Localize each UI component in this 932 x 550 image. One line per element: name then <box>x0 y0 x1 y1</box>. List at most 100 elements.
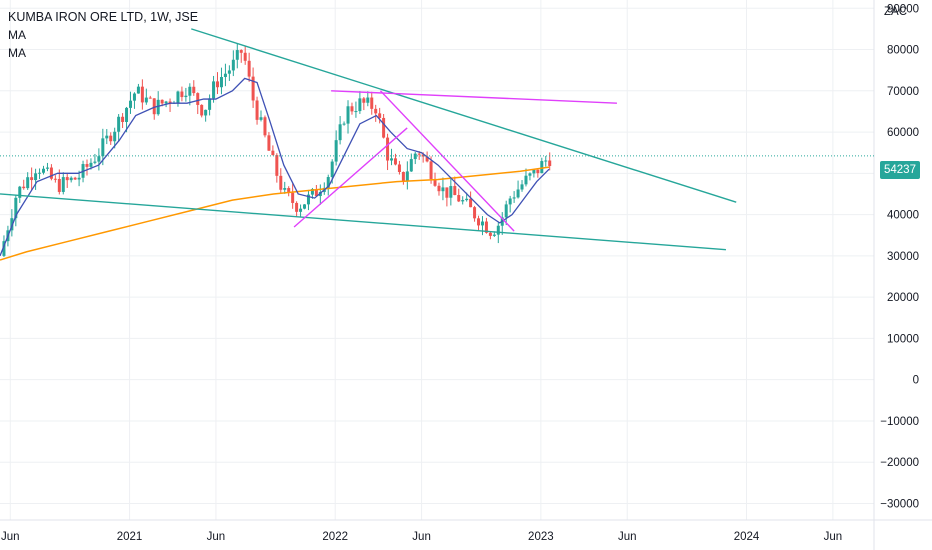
candle-body <box>216 81 219 87</box>
currency-unit: ZAC <box>884 6 907 18</box>
candle-body <box>74 178 77 180</box>
candle-body <box>295 203 298 212</box>
y-tick-label: 10000 <box>887 333 919 345</box>
y-tick-label: 60000 <box>887 127 919 139</box>
trendline <box>0 194 726 250</box>
candle-body <box>26 177 29 188</box>
x-tick-label: Jun <box>412 531 431 543</box>
candle-body <box>54 179 57 180</box>
candle-body <box>228 70 231 73</box>
candle-body <box>339 124 342 140</box>
candle-body <box>524 176 527 185</box>
candle-body <box>22 187 25 188</box>
candle-body <box>38 173 41 174</box>
candle-body <box>343 124 346 125</box>
candle-body <box>188 87 191 96</box>
candle-body <box>406 171 409 181</box>
candle-body <box>370 98 373 109</box>
candle-body <box>125 108 128 122</box>
candle-body <box>441 187 444 191</box>
candle-body <box>303 204 306 208</box>
y-tick-label: 70000 <box>887 86 919 98</box>
candle-body <box>347 106 350 123</box>
candle-body <box>244 53 247 61</box>
candle-body <box>176 92 179 103</box>
x-tick-label: 2023 <box>528 531 554 543</box>
candle-body <box>418 154 421 155</box>
symbol-title[interactable]: KUMBA IRON ORE LTD, 1W, JSE <box>8 8 198 26</box>
candle-body <box>335 140 338 161</box>
trendline <box>380 91 514 231</box>
candle-body <box>394 158 397 164</box>
candle-body <box>260 117 263 120</box>
candle-body <box>398 164 401 172</box>
candle-body <box>240 50 243 53</box>
candle-body <box>121 117 124 122</box>
candle-body <box>497 226 500 235</box>
candle-body <box>536 170 539 173</box>
candle-body <box>204 110 207 116</box>
candle-body <box>137 87 140 94</box>
candle-body <box>149 98 152 99</box>
candle-body <box>473 207 476 218</box>
y-tick-label: −10000 <box>880 416 919 428</box>
x-tick-label: Jun <box>618 531 637 543</box>
candle-body <box>50 168 53 179</box>
candle-body <box>34 173 37 180</box>
candle-body <box>66 177 69 180</box>
candle-body <box>256 100 259 119</box>
candle-body <box>30 177 33 180</box>
candle-body <box>528 173 531 175</box>
candle-body <box>449 186 452 198</box>
candle-body <box>386 138 389 161</box>
candle-body <box>382 118 385 138</box>
y-tick-label: 30000 <box>887 251 919 263</box>
candle-body <box>117 117 120 132</box>
candle-body <box>263 117 266 135</box>
candle-body <box>97 156 100 161</box>
candle-body <box>291 193 294 203</box>
candle-body <box>248 61 251 77</box>
candle-body <box>509 198 512 204</box>
candle-body <box>192 87 195 93</box>
candle-body <box>414 154 417 159</box>
candle-body <box>232 60 235 71</box>
candle-body <box>283 188 286 190</box>
candle-body <box>410 159 413 171</box>
candle-body <box>358 98 361 111</box>
candle-body <box>180 92 183 98</box>
candle-body <box>70 178 73 180</box>
candle-body <box>184 96 187 97</box>
ma-indicator-label-2[interactable]: MA <box>8 44 198 62</box>
y-tick-label: 0 <box>913 375 919 387</box>
candle-body <box>86 164 89 167</box>
candle-body <box>93 162 96 163</box>
candle-body <box>58 179 61 192</box>
x-tick-label: Jun <box>207 531 226 543</box>
last-price-tag: 54237 <box>880 161 920 179</box>
candle-body <box>532 170 535 174</box>
candle-body <box>437 186 440 191</box>
candle-body <box>212 81 215 98</box>
candle-body <box>362 98 365 102</box>
candle-body <box>196 93 199 105</box>
candle-body <box>208 98 211 109</box>
y-tick-label: 80000 <box>887 45 919 57</box>
candle-body <box>517 189 520 197</box>
candle-body <box>113 132 116 142</box>
candle-body <box>489 233 492 236</box>
candle-body <box>521 184 524 189</box>
ma-indicator-label[interactable]: MA <box>8 26 198 44</box>
candle-body <box>465 199 468 200</box>
candle-body <box>469 199 472 207</box>
candle-body <box>271 151 274 155</box>
candle-body <box>354 111 357 112</box>
y-tick-label: 20000 <box>887 292 919 304</box>
candle-body <box>402 172 405 181</box>
x-tick-label: 2024 <box>734 531 760 543</box>
trendline <box>331 91 617 103</box>
candle-body <box>220 77 223 87</box>
candle-body <box>165 102 168 104</box>
candle-body <box>390 158 393 160</box>
